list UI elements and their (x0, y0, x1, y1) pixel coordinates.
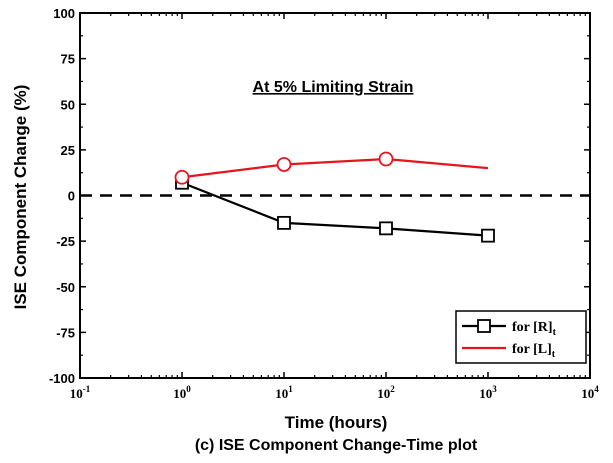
data-point-square (379, 221, 393, 236)
x-tick-label: 103 (479, 384, 497, 401)
y-axis-title: ISE Component Change (%) (11, 85, 30, 310)
x-tick-label: 101 (275, 384, 293, 401)
series-layer (174, 151, 495, 243)
data-point-square (277, 215, 291, 230)
x-tick-label: 100 (173, 384, 191, 401)
y-tick-label: -100 (49, 371, 75, 386)
legend-marker (477, 319, 491, 333)
y-tick-label: -75 (56, 325, 75, 340)
data-point-circle (276, 157, 292, 172)
legend-label: for [R]t (512, 320, 557, 338)
y-tick-label: 75 (61, 52, 75, 67)
x-axis-title: Time (hours) (285, 413, 388, 432)
y-tick-label: -25 (56, 234, 75, 249)
y-tick-label: 100 (53, 6, 75, 21)
y-tick-label: -50 (56, 280, 75, 295)
data-point-circle (378, 151, 394, 167)
y-tick-label: 50 (61, 97, 75, 112)
legend-label: for [L]t (512, 342, 556, 360)
x-tick-label: 10-1 (70, 384, 91, 401)
chart-annotation: At 5% Limiting Strain (253, 79, 414, 96)
x-tick-label: 102 (377, 384, 395, 401)
data-point-square (481, 228, 495, 243)
x-tick-label: 104 (581, 384, 599, 401)
figure-caption: (c) ISE Component Change-Time plot (195, 437, 478, 454)
y-tick-label: 0 (68, 189, 75, 204)
legend: for [R]t for [L]t (455, 310, 587, 364)
series-line-0 (181, 181, 489, 237)
y-tick-label: 25 (61, 143, 75, 158)
series-line-1 (181, 157, 489, 179)
data-point-circle (174, 169, 190, 185)
